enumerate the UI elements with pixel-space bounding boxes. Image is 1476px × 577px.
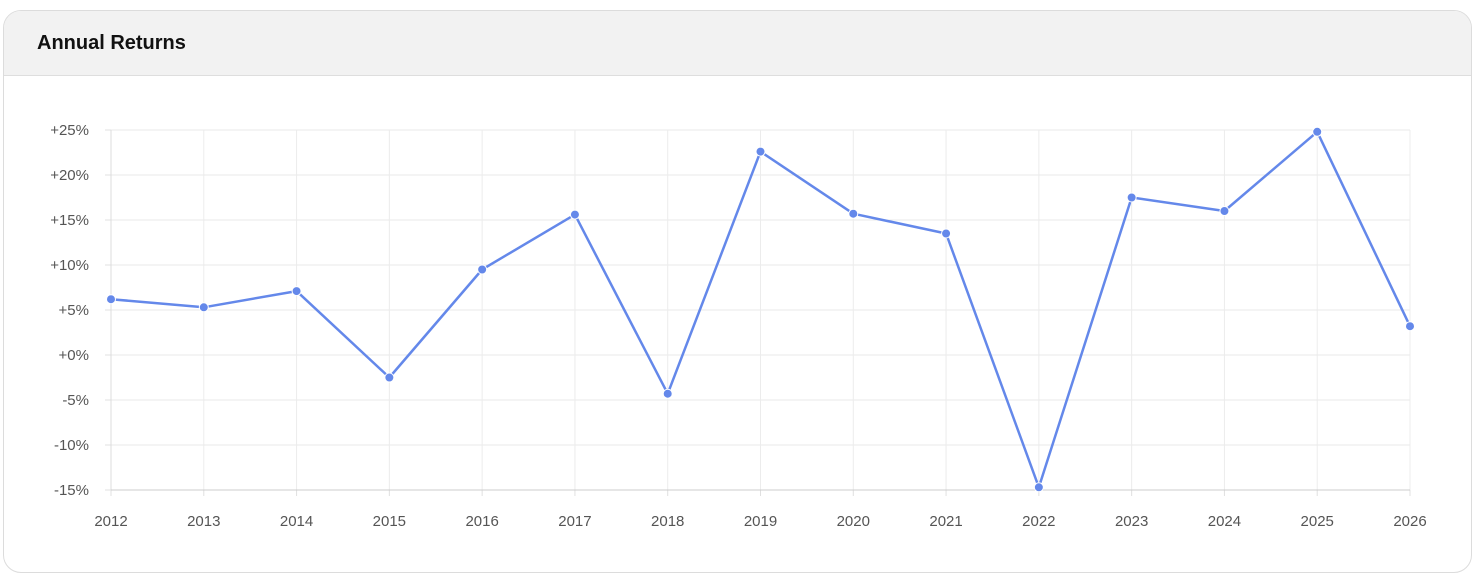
x-tick-label: 2023: [1115, 513, 1148, 530]
y-tick-label: +15%: [50, 212, 89, 229]
data-point-2019: [755, 146, 766, 157]
data-point-2013: [198, 302, 209, 313]
data-point-2026: [1405, 321, 1415, 332]
data-point-2025: [1312, 126, 1323, 137]
data-point-2023: [1126, 192, 1137, 203]
annual-returns-card: Annual Returns +25% +20% +15% +10% +5% +0% -5%…: [3, 10, 1472, 573]
data-point-2024: [1219, 206, 1230, 216]
y-tick-label: +20%: [50, 167, 89, 184]
x-axis-labels: 2012 2013 2014 2015 2016 2017 2018 2019 2020 2021…: [94, 513, 1426, 530]
chart-points: [106, 126, 1415, 493]
data-point-2012: [106, 294, 116, 305]
x-tick-label: 2026: [1393, 513, 1426, 530]
chart-area: +25% +20% +15% +10% +5% +0% -5% -10% -15% 2012 20…: [4, 76, 1471, 572]
data-point-2016: [477, 264, 488, 275]
y-tick-label: +5%: [59, 302, 89, 319]
x-tick-label: 2012: [94, 513, 127, 530]
x-tick-label: 2024: [1208, 513, 1241, 530]
x-tick-label: 2016: [465, 513, 498, 530]
annual-returns-line-chart: +25%+20%+15%+10%+5%+0%-5%-10%-15% 2012 20…: [50, 122, 1426, 530]
x-tick-label: 2020: [837, 513, 870, 530]
data-point-2014: [291, 286, 302, 297]
data-point-2021: [941, 228, 952, 239]
chart-grid: [110, 129, 1411, 491]
card-header: Annual Returns: [4, 11, 1471, 76]
x-tick-label: 2013: [187, 513, 220, 530]
data-point-2018: [662, 388, 673, 399]
x-tick-label: 2015: [373, 513, 406, 530]
x-tick-label: 2014: [280, 513, 313, 530]
chart-axes: [105, 129, 1411, 496]
data-point-2020: [848, 208, 859, 219]
card-title: Annual Returns: [37, 31, 186, 54]
x-tick-label: 2019: [744, 513, 777, 530]
y-tick-label: +25%: [50, 122, 89, 139]
x-tick-label: 2025: [1301, 513, 1334, 530]
y-tick-label: -5%: [62, 392, 89, 409]
data-point-2017: [569, 209, 580, 220]
data-point-2015: [384, 372, 395, 383]
x-tick-label: 2017: [558, 513, 591, 530]
y-tick-label: +0%: [59, 347, 89, 364]
x-tick-label: 2018: [651, 513, 684, 530]
x-tick-label: 2021: [929, 513, 962, 530]
x-tick-label: 2022: [1022, 513, 1055, 530]
y-axis-labels: +25% +20% +15% +10% +5% +0% -5% -10% -15%: [50, 122, 89, 499]
y-tick-label: +10%: [50, 257, 89, 274]
y-tick-label: -10%: [54, 437, 89, 454]
y-tick-label: -15%: [54, 482, 89, 499]
data-point-2022: [1033, 482, 1044, 493]
